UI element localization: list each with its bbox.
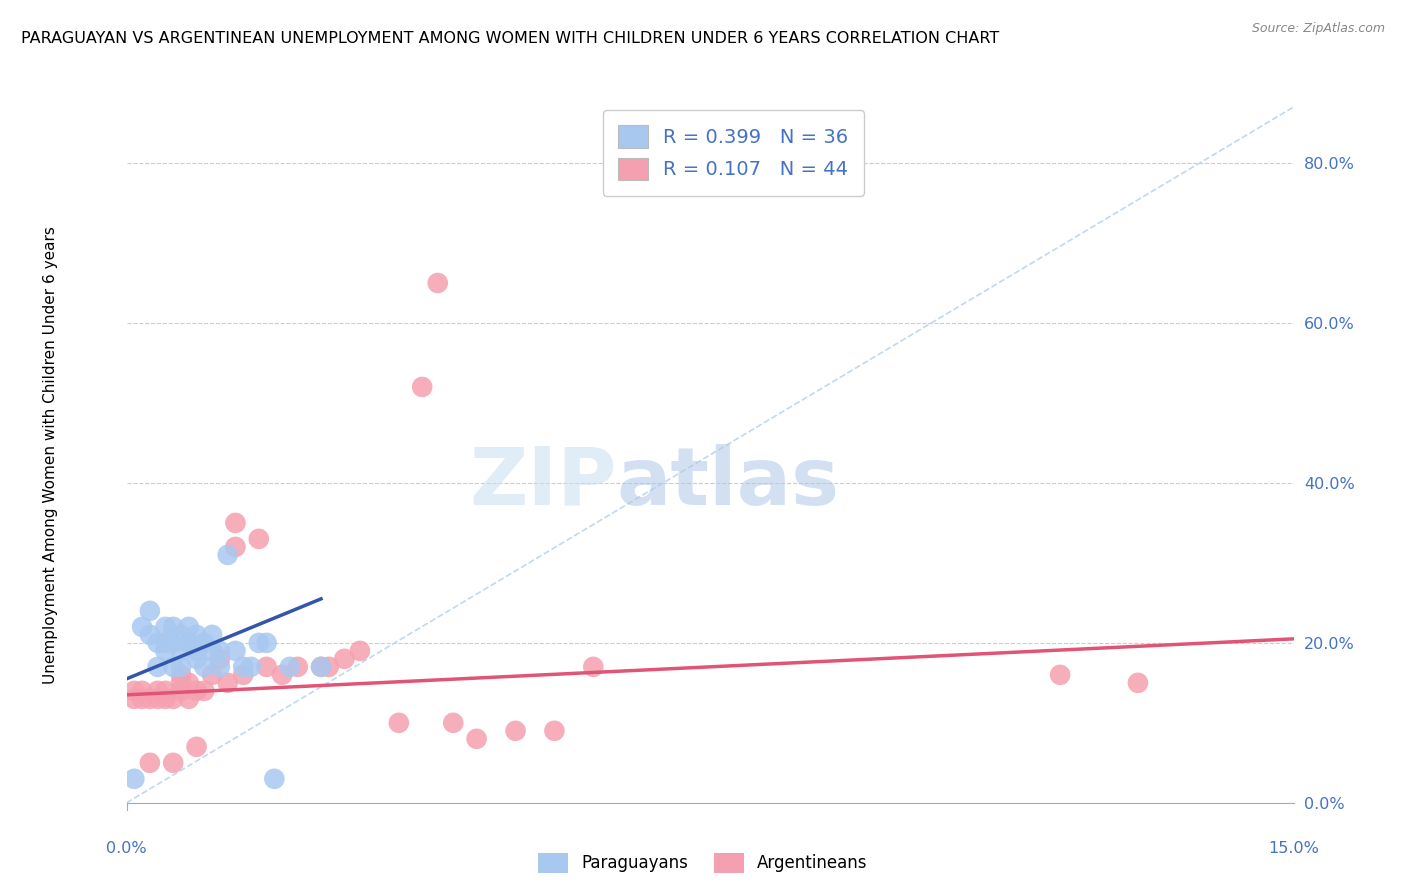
- Point: [232, 668, 254, 682]
- Point: [333, 652, 356, 666]
- Point: [309, 660, 332, 674]
- Point: [287, 660, 309, 674]
- Point: [465, 731, 488, 746]
- Point: [177, 691, 200, 706]
- Point: [177, 636, 200, 650]
- Point: [177, 620, 200, 634]
- Point: [170, 660, 193, 674]
- Point: [263, 772, 285, 786]
- Point: [162, 691, 184, 706]
- Point: [278, 660, 301, 674]
- Point: [155, 636, 177, 650]
- Point: [271, 668, 294, 682]
- Point: [388, 715, 411, 730]
- Point: [186, 652, 208, 666]
- Point: [170, 676, 193, 690]
- Point: [1049, 668, 1071, 682]
- Point: [186, 683, 208, 698]
- Point: [146, 683, 169, 698]
- Point: [441, 715, 464, 730]
- Point: [247, 532, 270, 546]
- Point: [201, 644, 224, 658]
- Point: [217, 676, 239, 690]
- Point: [240, 660, 263, 674]
- Text: 15.0%: 15.0%: [1268, 841, 1319, 856]
- Point: [162, 620, 184, 634]
- Point: [170, 628, 193, 642]
- Point: [162, 660, 184, 674]
- Point: [186, 644, 208, 658]
- Text: atlas: atlas: [617, 443, 839, 522]
- Point: [162, 636, 184, 650]
- Point: [193, 683, 215, 698]
- Point: [186, 739, 208, 754]
- Point: [411, 380, 433, 394]
- Point: [146, 691, 169, 706]
- Point: [131, 620, 153, 634]
- Point: [155, 620, 177, 634]
- Point: [505, 723, 527, 738]
- Point: [201, 668, 224, 682]
- Point: [146, 660, 169, 674]
- Point: [309, 660, 332, 674]
- Text: ZIP: ZIP: [470, 443, 617, 522]
- Point: [256, 660, 278, 674]
- Point: [582, 660, 605, 674]
- Text: 0.0%: 0.0%: [107, 841, 146, 856]
- Point: [124, 772, 146, 786]
- Point: [170, 644, 193, 658]
- Point: [139, 604, 162, 618]
- Point: [155, 644, 177, 658]
- Point: [131, 691, 153, 706]
- Point: [155, 683, 177, 698]
- Point: [170, 683, 193, 698]
- Point: [426, 276, 449, 290]
- Text: Unemployment Among Women with Children Under 6 years: Unemployment Among Women with Children U…: [44, 226, 58, 684]
- Legend: Paraguayans, Argentineans: Paraguayans, Argentineans: [531, 847, 875, 880]
- Point: [1126, 676, 1149, 690]
- Point: [139, 628, 162, 642]
- Point: [224, 644, 246, 658]
- Point: [155, 691, 177, 706]
- Point: [217, 548, 239, 562]
- Point: [543, 723, 565, 738]
- Point: [139, 691, 162, 706]
- Point: [170, 668, 193, 682]
- Point: [177, 676, 200, 690]
- Point: [318, 660, 340, 674]
- Point: [224, 540, 246, 554]
- Point: [232, 660, 254, 674]
- Text: PARAGUAYAN VS ARGENTINEAN UNEMPLOYMENT AMONG WOMEN WITH CHILDREN UNDER 6 YEARS C: PARAGUAYAN VS ARGENTINEAN UNEMPLOYMENT A…: [21, 31, 1000, 46]
- Point: [124, 683, 146, 698]
- Point: [256, 636, 278, 650]
- Point: [193, 636, 215, 650]
- Point: [247, 636, 270, 650]
- Point: [146, 636, 169, 650]
- Point: [208, 644, 231, 658]
- Point: [201, 628, 224, 642]
- Point: [186, 628, 208, 642]
- Point: [193, 660, 215, 674]
- Point: [177, 636, 200, 650]
- Legend: R = 0.399   N = 36, R = 0.107   N = 44: R = 0.399 N = 36, R = 0.107 N = 44: [603, 110, 863, 195]
- Point: [224, 516, 246, 530]
- Point: [208, 652, 231, 666]
- Point: [139, 756, 162, 770]
- Point: [208, 660, 231, 674]
- Point: [124, 691, 146, 706]
- Text: Source: ZipAtlas.com: Source: ZipAtlas.com: [1251, 22, 1385, 36]
- Point: [162, 756, 184, 770]
- Point: [349, 644, 371, 658]
- Point: [131, 683, 153, 698]
